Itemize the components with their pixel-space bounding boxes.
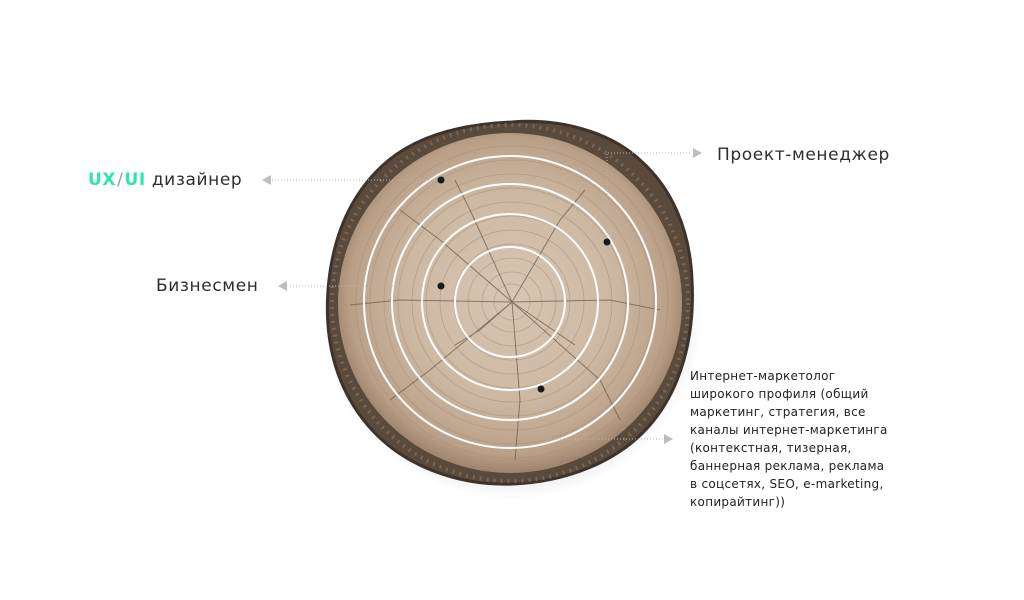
white-rings: [363, 155, 657, 449]
ring-2: [421, 213, 599, 391]
wood-face: [338, 133, 682, 473]
ring-dots: [437, 176, 611, 393]
triangle-arrow-icon: [693, 148, 702, 158]
leader-im: [540, 389, 664, 440]
ux-text: UX: [88, 170, 117, 190]
ui-text: UI: [124, 170, 146, 190]
im-line: Интернет-маркетолог: [690, 369, 836, 383]
bark-texture: [330, 123, 690, 483]
ux-ui-designer-label: UX/UI дизайнер: [88, 170, 242, 190]
designer-text: дизайнер: [151, 170, 243, 190]
internet-marketer-label: Интернет-маркетолог широкого профиля (об…: [690, 367, 910, 511]
im-line: в соцсетях, SEO, e-marketing,: [690, 477, 884, 491]
ring-3: [391, 183, 629, 421]
triangle-arrow-icon: [262, 175, 271, 185]
dot-im: [537, 385, 545, 393]
im-line: баннерная реклама, реклама: [690, 459, 885, 473]
im-line: копирайтинг)): [690, 495, 786, 509]
radial-cracks: [349, 179, 661, 461]
project-manager-label: Проект-менеджер: [717, 145, 890, 165]
im-line: (контекстная, тизерная,: [690, 441, 852, 455]
businessman-label: Бизнесмен: [156, 276, 259, 296]
slash-text: /: [117, 170, 124, 190]
dot-pm: [603, 238, 611, 246]
im-line: каналы интернет-маркетинга: [690, 423, 888, 437]
arrow-markers: [262, 148, 702, 444]
triangle-arrow-icon: [664, 434, 673, 444]
leader-lines: [272, 152, 690, 440]
leader-pm: [606, 152, 690, 242]
ring-1: [454, 246, 566, 358]
im-line: маркетинг, стратегия, все: [690, 405, 866, 419]
triangle-arrow-icon: [278, 281, 287, 291]
dot-ux: [437, 176, 445, 184]
dot-biz: [437, 282, 445, 290]
im-line: широкого профиля (общий: [690, 387, 869, 401]
ring-4: [363, 155, 657, 449]
